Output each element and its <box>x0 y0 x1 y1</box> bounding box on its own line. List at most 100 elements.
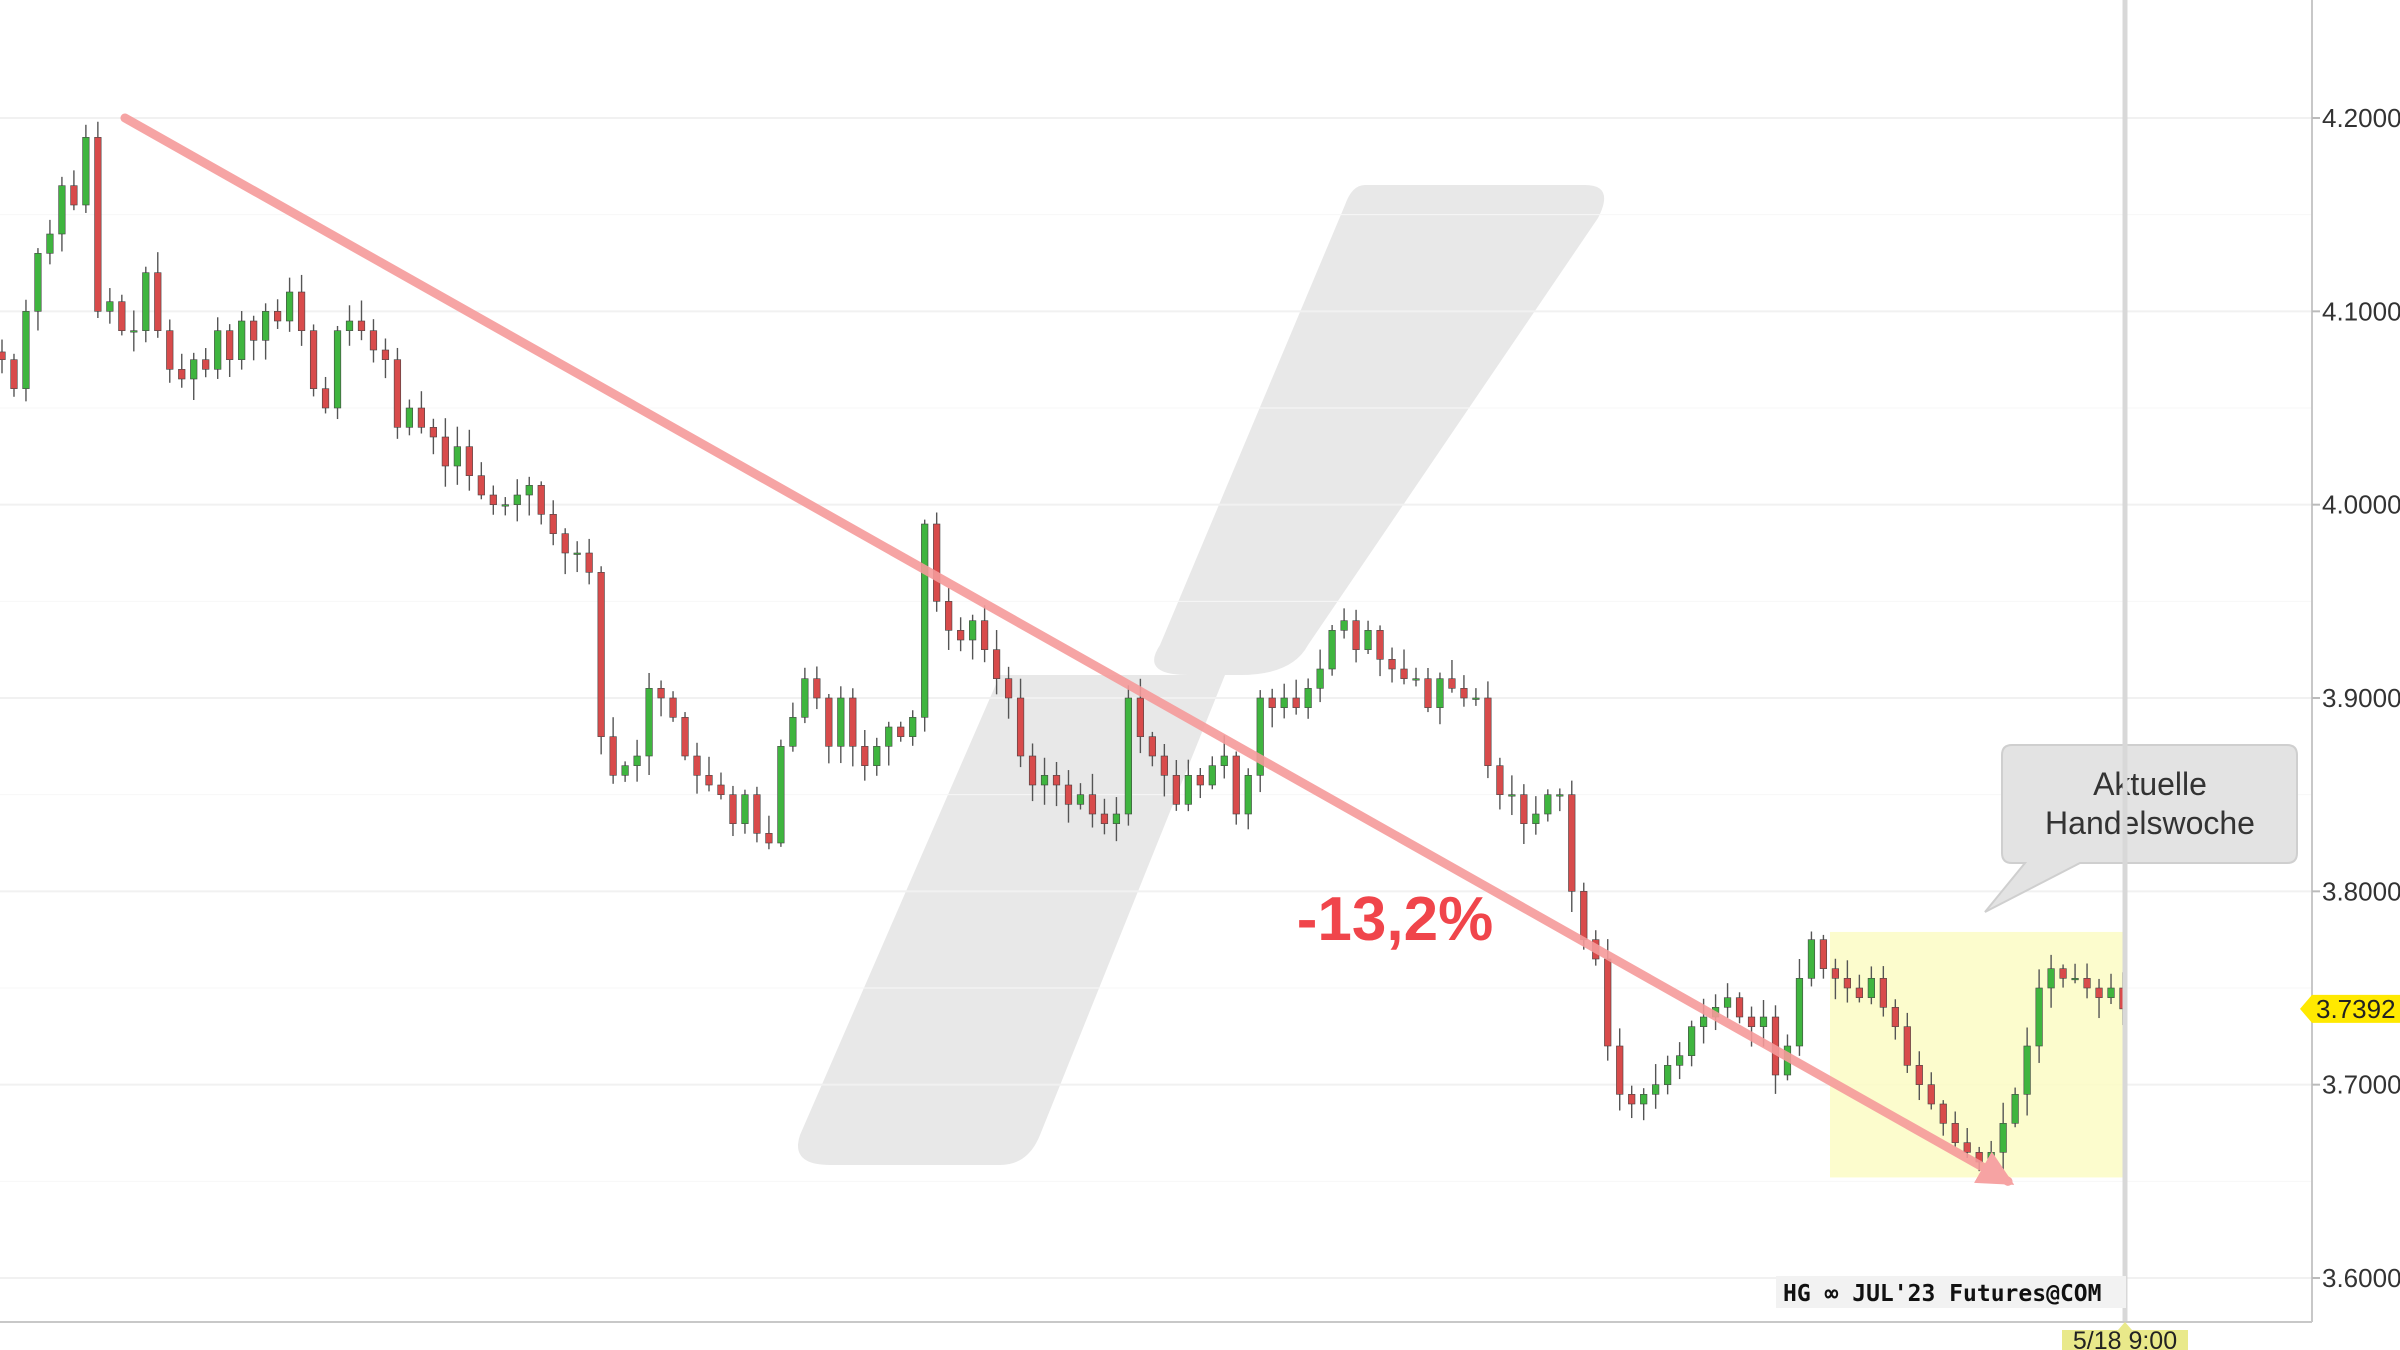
candle-body <box>1208 765 1216 786</box>
candle-body <box>633 755 641 766</box>
candle-body <box>981 620 989 650</box>
candle-body <box>765 833 773 844</box>
candle-body <box>2083 978 2091 989</box>
candle-body <box>561 533 569 554</box>
candle-body <box>1004 678 1013 699</box>
candle-body <box>178 369 186 380</box>
candle-body <box>118 301 126 331</box>
last-price-tag: 3.7392 <box>2300 994 2400 1024</box>
candle-body <box>1652 1084 1660 1095</box>
candle-body <box>1939 1103 1947 1124</box>
candle-body <box>34 253 42 312</box>
candle-body <box>957 630 965 641</box>
candle-body <box>1052 775 1061 786</box>
candlesticks <box>0 121 2127 1178</box>
candle-body <box>453 446 461 467</box>
candle-body <box>70 185 78 206</box>
candle-body <box>417 407 426 428</box>
candle-body <box>1220 755 1228 766</box>
candle-body <box>190 359 198 380</box>
candle-body <box>1723 997 1732 1008</box>
candle-body <box>969 620 977 641</box>
candle-body <box>142 272 150 331</box>
candle-body <box>1496 765 1504 795</box>
candle-body <box>885 726 893 747</box>
time-marker-tag: 5/18 9:00 <box>2062 1322 2188 1350</box>
candle-body <box>1568 794 1576 892</box>
candle-body <box>1040 775 1049 786</box>
candle-body <box>1160 755 1168 776</box>
callout-shape <box>1984 744 2298 913</box>
candle-body <box>477 475 485 496</box>
candle-body <box>1196 775 1204 786</box>
candle-body <box>657 688 665 699</box>
candle-body <box>2107 987 2115 998</box>
callout-bubble: Aktuelle Handelswoche <box>1984 744 2298 913</box>
candle-body <box>849 697 857 747</box>
candle-body <box>1747 1016 1756 1027</box>
candle-body <box>46 233 54 254</box>
candle-body <box>214 330 222 370</box>
candle-body <box>321 388 330 409</box>
candle-body <box>1328 630 1336 670</box>
candle-body <box>681 717 689 757</box>
candle-body <box>1520 794 1528 824</box>
current-week-highlight <box>1830 931 2125 1178</box>
candle-body <box>1616 1045 1624 1095</box>
candle-body <box>1172 775 1180 805</box>
candle-body <box>1016 697 1025 757</box>
candle-body <box>1795 978 1804 1047</box>
time-marker-label: 5/18 9:00 <box>2073 1327 2177 1350</box>
candle-body <box>1412 678 1420 681</box>
candle-body <box>1664 1065 1672 1085</box>
candle-body <box>1124 697 1133 815</box>
candle-body <box>2095 987 2103 998</box>
candle-body <box>1292 697 1300 708</box>
candle-body <box>82 137 90 206</box>
candle-body <box>1028 755 1037 786</box>
y-axis: 4.2000 4.1000 4.0000 3.9000 3.8000 3.7000 3.60… <box>2312 103 2400 1293</box>
candle-body <box>1256 697 1264 776</box>
candle-body <box>333 330 342 409</box>
candle-body <box>1735 997 1744 1018</box>
y-tick-label: 4.1000 <box>2322 296 2400 326</box>
candle-body <box>501 504 509 507</box>
candle-body <box>405 407 414 428</box>
candle-body <box>274 311 282 322</box>
downtrend-arrow <box>120 113 2015 1186</box>
candle-body <box>1376 630 1384 660</box>
candle-body <box>1148 736 1156 757</box>
candle-body <box>154 272 162 331</box>
candle-body <box>1604 958 1612 1047</box>
candle-body <box>693 755 701 776</box>
candle-body <box>1915 1065 1923 1085</box>
candle-body <box>1807 939 1816 979</box>
candle-body <box>2059 968 2067 979</box>
candle-body <box>22 311 30 389</box>
candle-body <box>897 726 905 737</box>
candle-body <box>645 688 653 757</box>
candle-body <box>489 494 497 505</box>
callout-line-1: Aktuelle <box>2093 766 2207 802</box>
y-tick-label: 3.9000 <box>2322 683 2400 713</box>
candle-body <box>1891 1007 1899 1027</box>
candle-body <box>825 697 833 747</box>
candle-body <box>669 697 677 718</box>
candle-body <box>873 746 881 766</box>
candle-body <box>262 311 270 341</box>
candle-body <box>1244 775 1252 815</box>
candle-body <box>1424 678 1432 708</box>
candle-body <box>1819 939 1828 969</box>
candle-body <box>369 330 378 351</box>
candle-body <box>1544 794 1552 815</box>
candle-body <box>1280 697 1288 708</box>
candle-body <box>597 572 605 737</box>
candle-body <box>1580 891 1588 940</box>
candle-body <box>549 514 557 534</box>
candle-body <box>1688 1026 1696 1056</box>
candle-body <box>1460 688 1468 699</box>
candle-body <box>1879 978 1887 1008</box>
candle-body <box>226 330 234 360</box>
candle-body <box>1987 1152 1995 1163</box>
